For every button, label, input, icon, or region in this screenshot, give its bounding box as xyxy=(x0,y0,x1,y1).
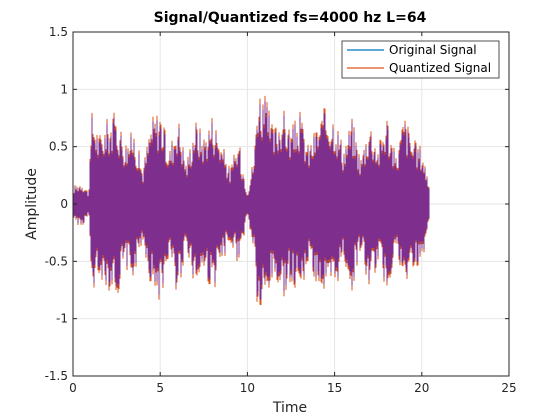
signal-plot xyxy=(72,95,430,306)
y-tick-label-0: -1.5 xyxy=(45,369,68,383)
y-tick-label-1: -1 xyxy=(56,312,68,326)
x-tick-label-3: 15 xyxy=(327,381,342,395)
x-tick-label-1: 5 xyxy=(156,381,164,395)
axes: 0 5 10 15 20 25 -1.5 -1 -0.5 0 0.5 1 1.5 xyxy=(45,25,517,395)
legend-label-quantized: Quantized Signal xyxy=(389,61,491,75)
x-tick-label-0: 0 xyxy=(69,381,77,395)
legend-box xyxy=(341,40,500,79)
x-tick-label-2: 10 xyxy=(240,381,255,395)
x-axis-label: Time xyxy=(272,400,307,416)
x-tick-label-4: 20 xyxy=(414,381,429,395)
y-tick-label-2: -0.5 xyxy=(45,254,68,268)
y-tick-label-5: 1 xyxy=(60,82,68,96)
legend: Original Signal Quantized Signal xyxy=(341,40,500,79)
y-axis-label: Amplitude xyxy=(24,168,40,240)
y-tick-label-3: 0 xyxy=(60,197,68,211)
legend-label-original: Original Signal xyxy=(389,43,477,57)
y-tick-labels: -1.5 -1 -0.5 0 0.5 1 1.5 xyxy=(45,25,68,383)
y-tick-label-6: 1.5 xyxy=(49,25,68,39)
x-tick-labels: 0 5 10 15 20 25 xyxy=(69,381,516,395)
y-tick-label-4: 0.5 xyxy=(49,140,68,154)
chart-title: Signal/Quantized fs=4000 hz L=64 xyxy=(154,10,427,26)
x-tick-label-5: 25 xyxy=(501,381,516,395)
ticks xyxy=(72,31,510,377)
